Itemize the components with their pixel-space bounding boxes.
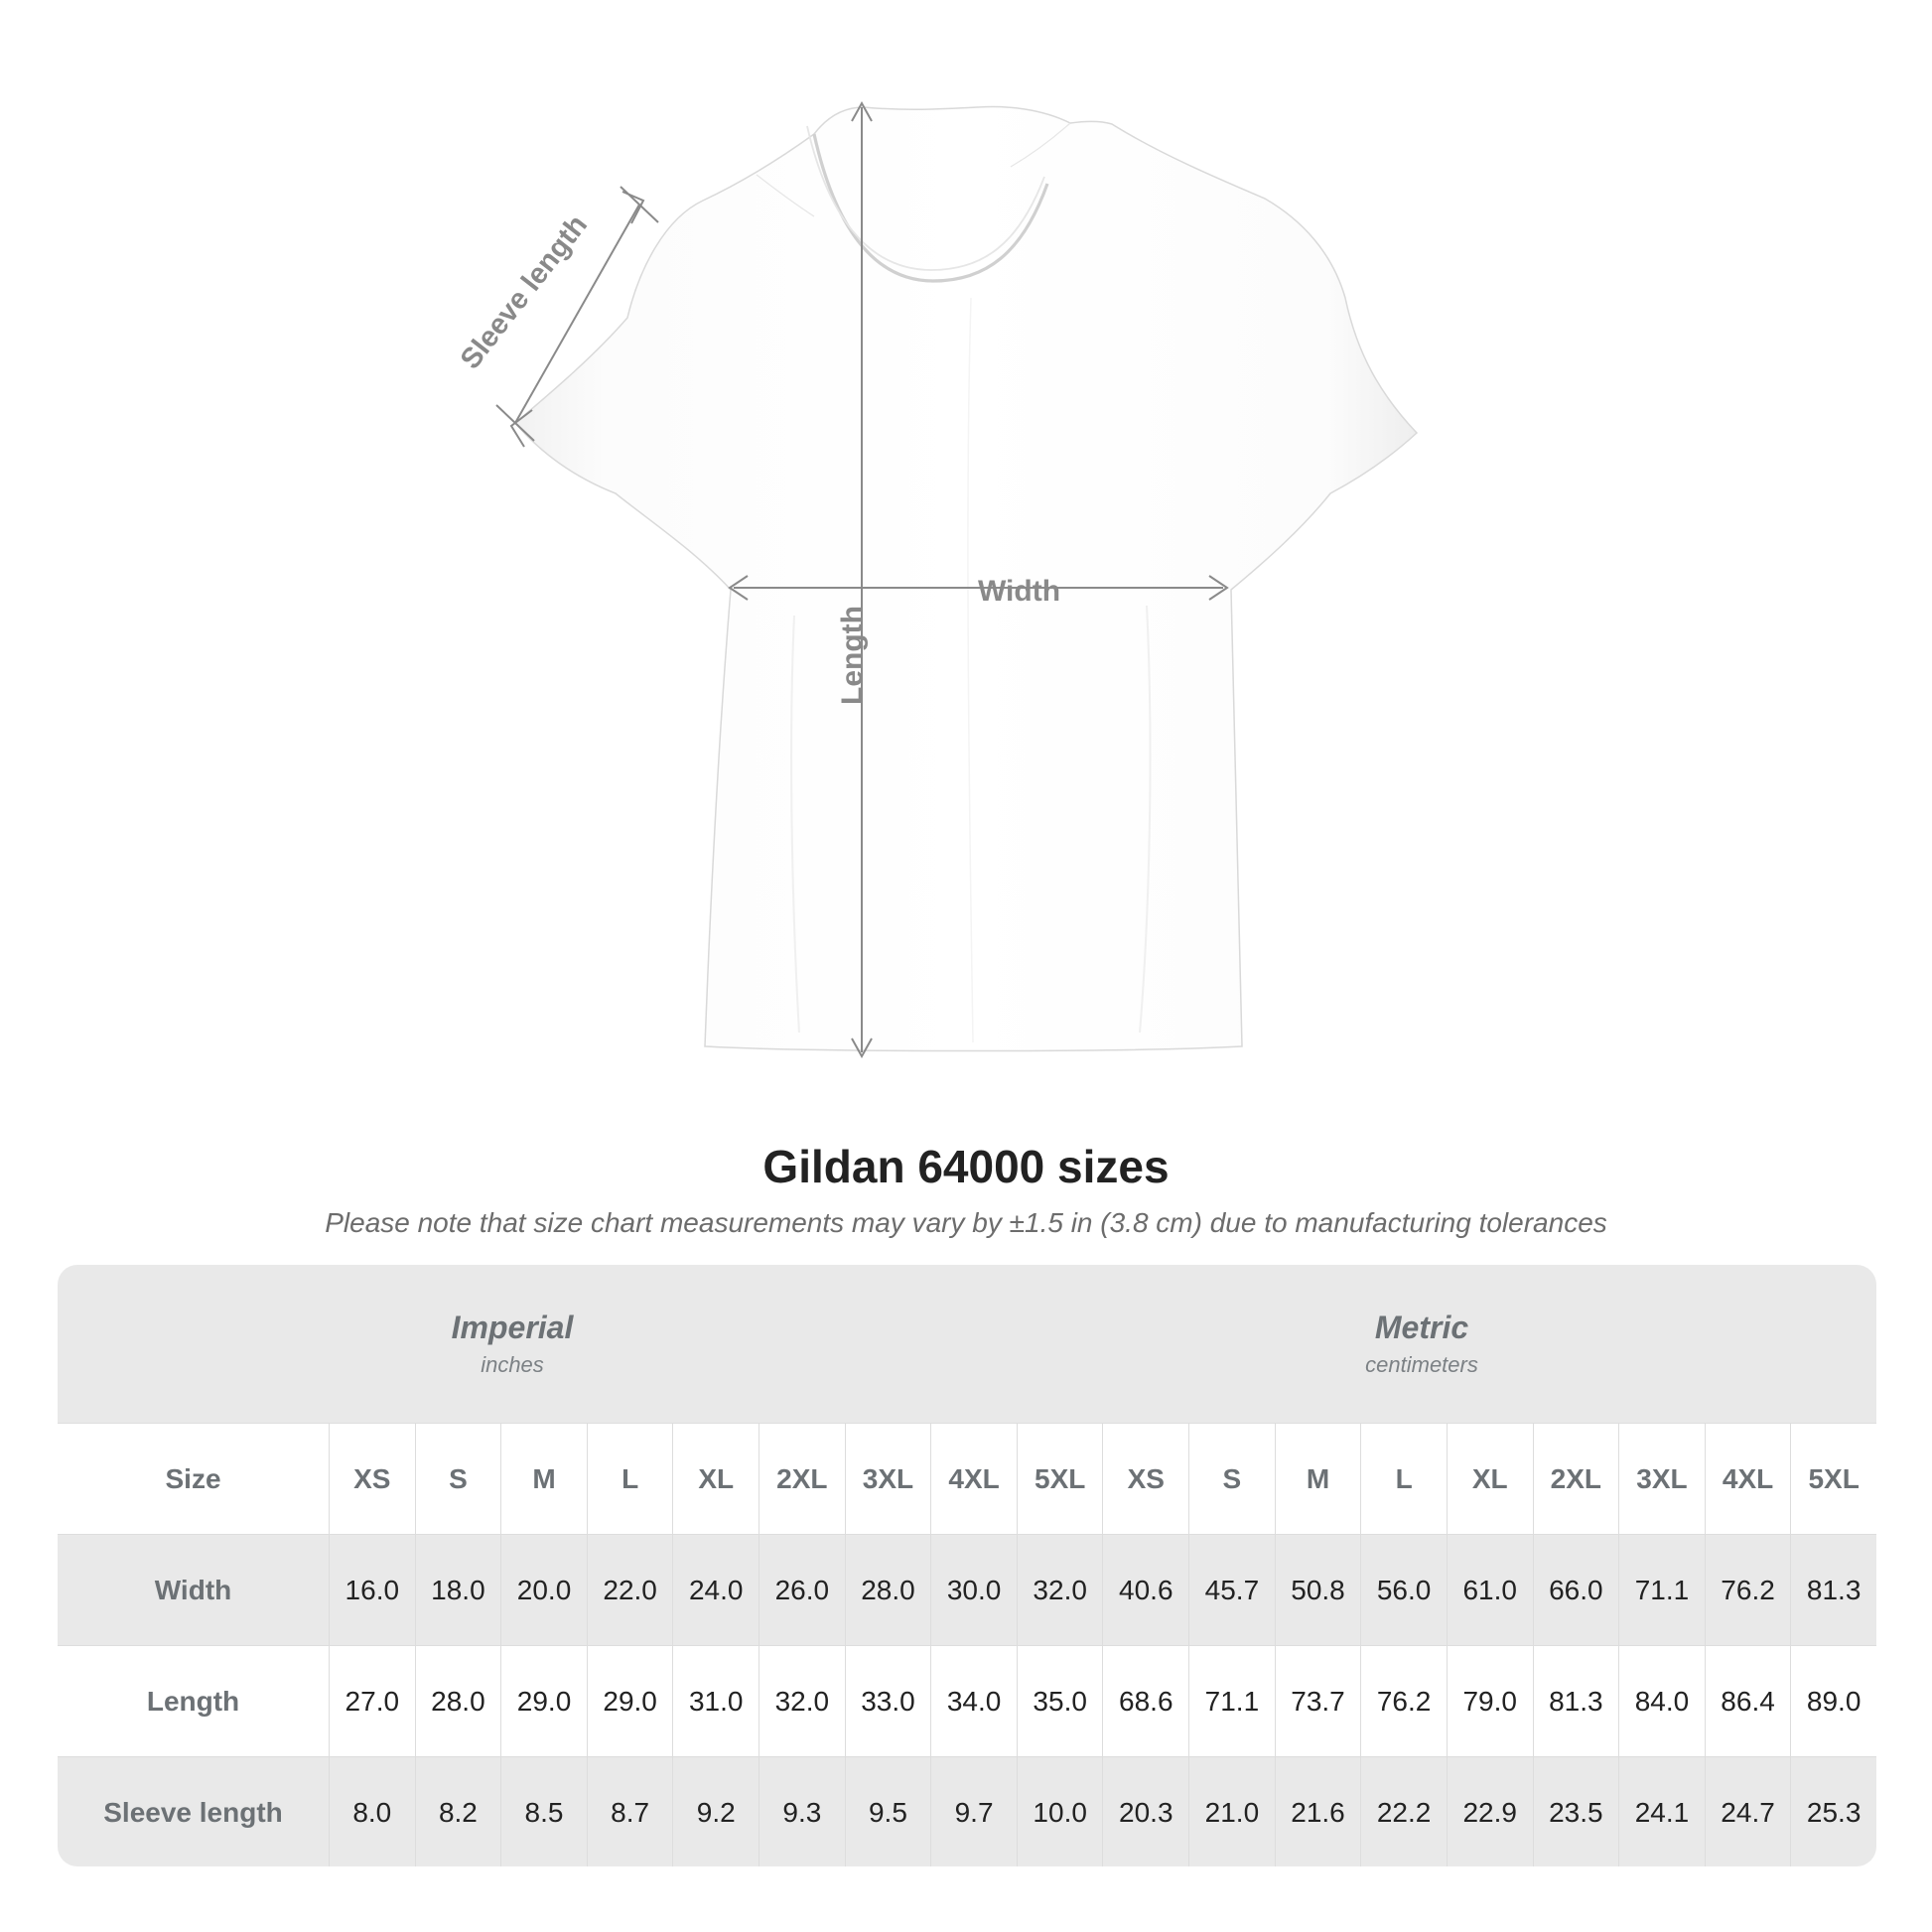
svg-text:Length: Length [836, 606, 869, 705]
svg-text:Width: Width [978, 575, 1060, 608]
svg-text:Sleeve length: Sleeve length [455, 209, 594, 375]
